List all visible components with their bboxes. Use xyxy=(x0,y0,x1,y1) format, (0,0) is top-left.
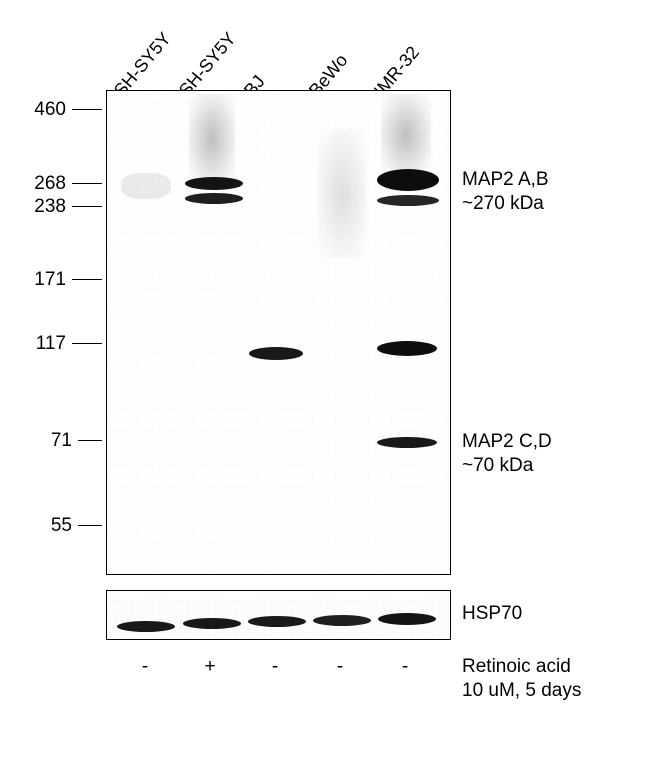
treat-lane3: - xyxy=(325,656,355,678)
mw-171: 171 xyxy=(0,269,66,291)
treat-lane0: - xyxy=(130,656,160,678)
loading-blot xyxy=(106,590,451,640)
mw-55: 55 xyxy=(0,515,72,537)
hsp70-lane2 xyxy=(248,616,306,627)
hsp70-lane0 xyxy=(117,621,175,632)
main-blot xyxy=(106,90,451,575)
smear-lane3 xyxy=(317,129,367,259)
treatment-label-line1: Retinoic acid xyxy=(462,655,581,679)
mw-238: 238 xyxy=(0,196,66,218)
annot-map2-ab: MAP2 A,B ~270 kDa xyxy=(462,168,549,216)
annot-map2-ab-line1: MAP2 A,B xyxy=(462,168,549,192)
mw-268-tick xyxy=(72,183,102,184)
band-imr32-70 xyxy=(377,437,437,448)
mw-55-tick xyxy=(78,525,102,526)
hsp70-label: HSP70 xyxy=(462,602,522,626)
treatment-label-line2: 10 uM, 5 days xyxy=(462,679,581,703)
mw-460-tick xyxy=(72,109,102,110)
treat-lane4: - xyxy=(390,656,420,678)
faint-lane0 xyxy=(121,173,171,199)
mw-238-tick xyxy=(72,206,102,207)
hsp70-lane3 xyxy=(313,615,371,626)
annot-map2-ab-line2: ~270 kDa xyxy=(462,192,549,216)
treat-lane1: + xyxy=(195,656,225,678)
band-imr32-110 xyxy=(377,341,437,356)
smear-lane1-top xyxy=(189,94,235,184)
hsp70-lane1 xyxy=(183,618,241,629)
hsp70-lane4 xyxy=(378,613,436,625)
figure-container: 460 268 238 171 117 71 55 SH-SY5Y SH-SY5… xyxy=(0,0,650,763)
mw-117-tick xyxy=(72,343,102,344)
treatment-label: Retinoic acid 10 uM, 5 days xyxy=(462,655,581,703)
band-shsy5y-ra-lower xyxy=(185,193,243,204)
mw-71-tick xyxy=(78,440,102,441)
annot-map2-cd: MAP2 C,D ~70 kDa xyxy=(462,430,552,478)
mw-71: 71 xyxy=(0,430,72,452)
mw-460: 460 xyxy=(0,99,66,121)
annot-map2-cd-line1: MAP2 C,D xyxy=(462,430,552,454)
mw-171-tick xyxy=(72,279,102,280)
smear-lane4-top xyxy=(381,94,431,176)
mw-268: 268 xyxy=(0,173,66,195)
treat-lane2: - xyxy=(260,656,290,678)
mw-117: 117 xyxy=(0,333,66,355)
band-imr32-270-upper xyxy=(377,169,439,191)
band-shsy5y-ra-upper xyxy=(185,177,243,190)
annot-map2-cd-line2: ~70 kDa xyxy=(462,454,552,478)
band-bj-110 xyxy=(249,347,303,360)
band-imr32-270-lower xyxy=(377,195,439,206)
